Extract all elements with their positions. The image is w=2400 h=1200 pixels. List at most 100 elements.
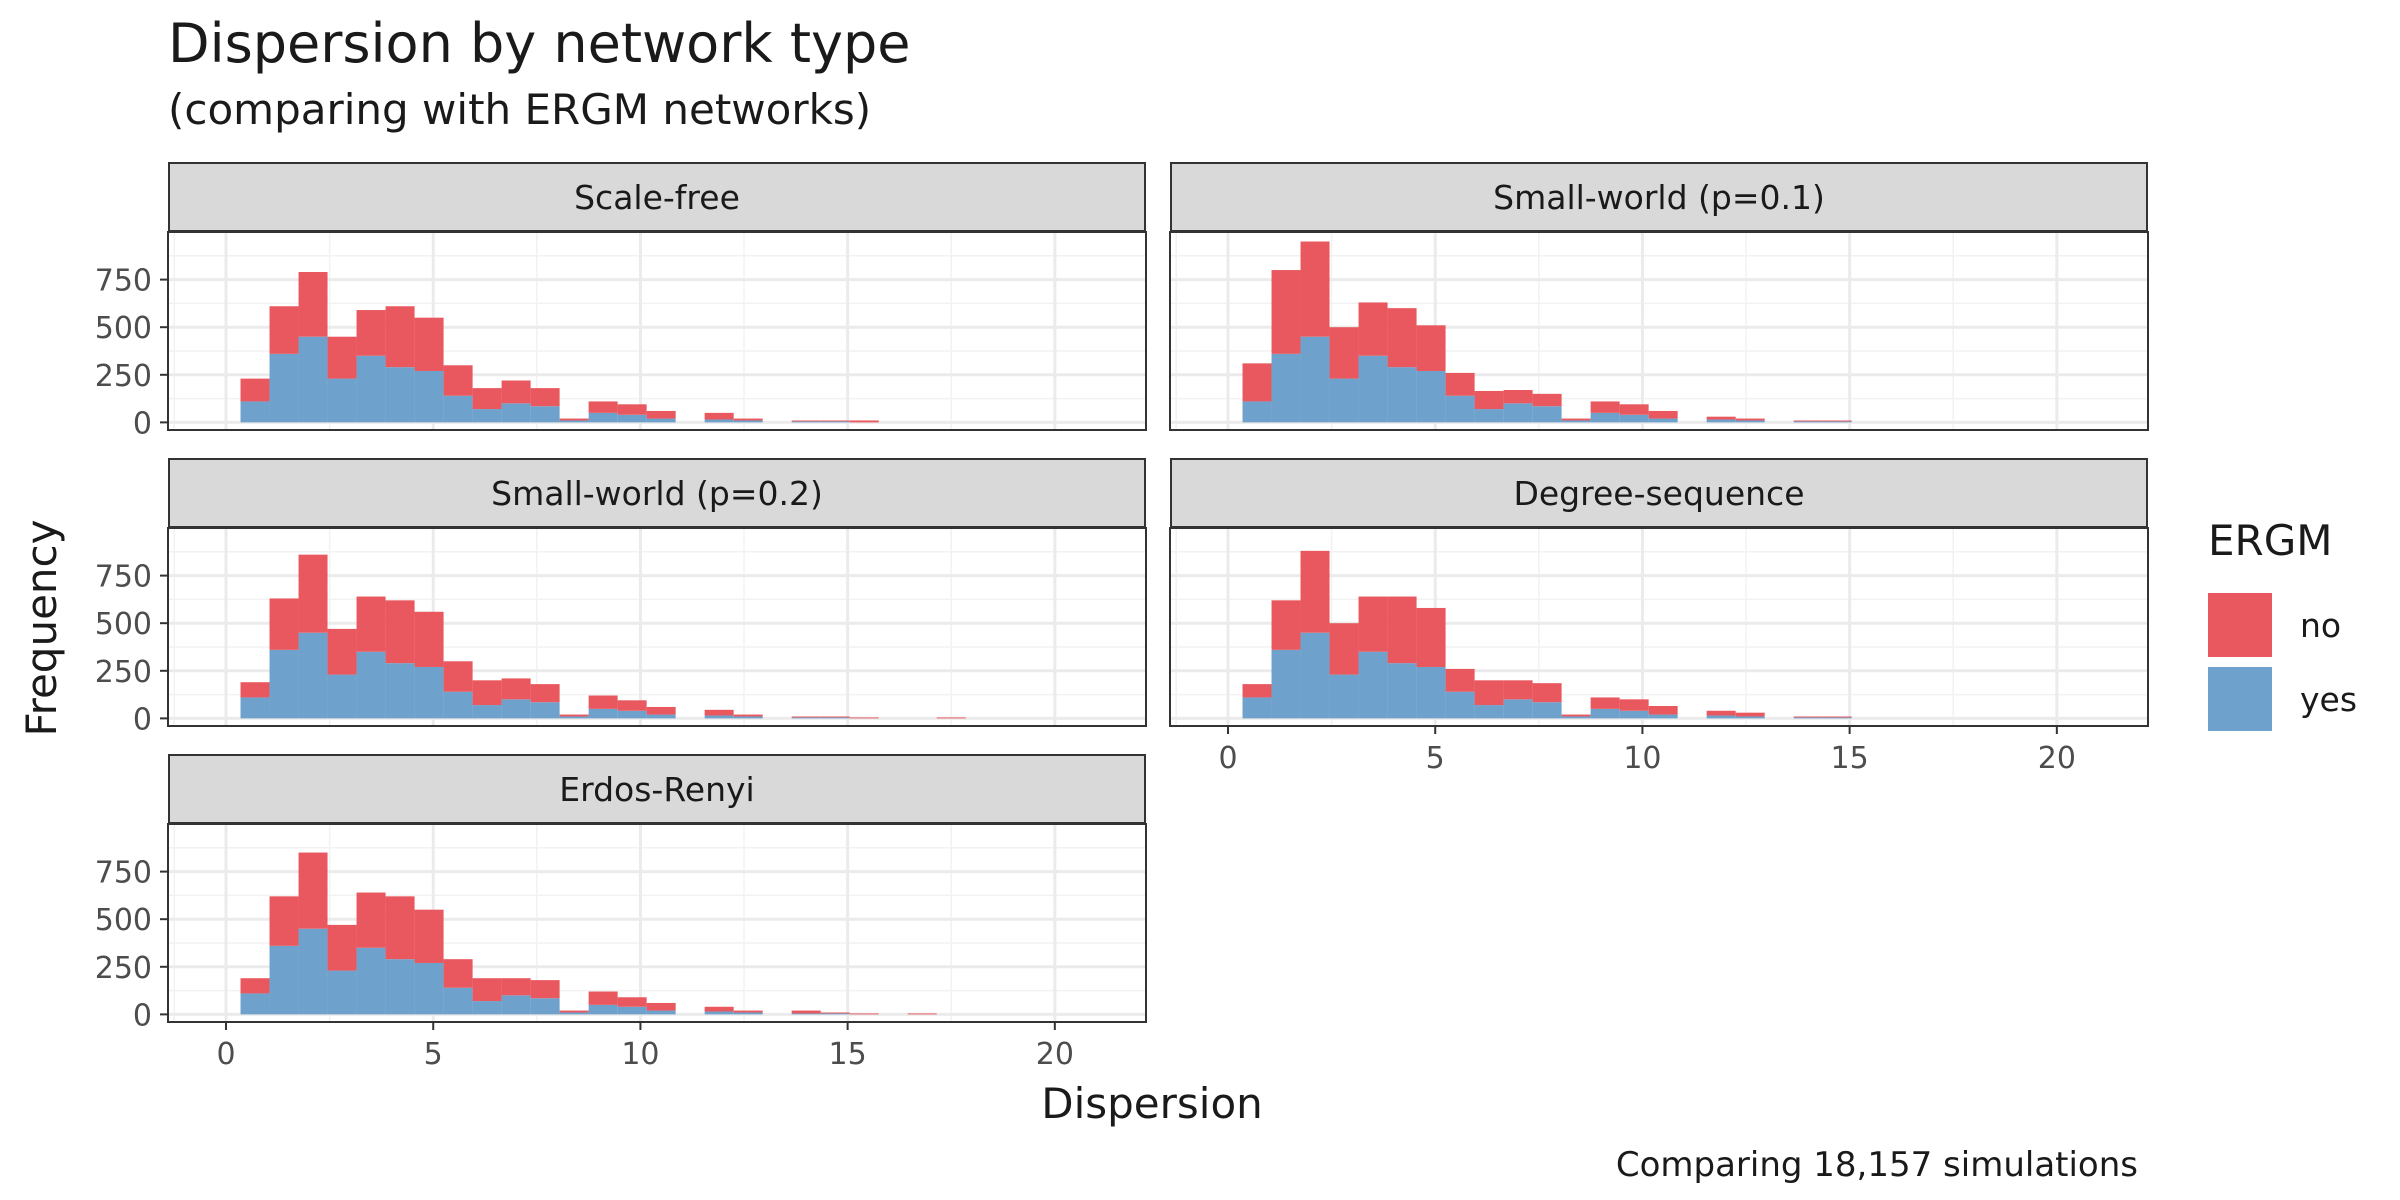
bar-yes	[1474, 705, 1504, 719]
legend-label-no: no	[2300, 605, 2342, 645]
bar-no	[414, 317, 444, 371]
bar-yes	[1706, 419, 1736, 423]
bar-no	[559, 418, 589, 421]
bar-no	[849, 420, 879, 423]
bar-yes	[1619, 710, 1649, 719]
bar-no	[1532, 683, 1562, 703]
chart-title: Dispersion by network type	[168, 12, 911, 75]
bar-yes	[1561, 716, 1591, 719]
bar-no	[791, 716, 821, 718]
bar-yes	[559, 716, 589, 719]
bar-no	[1242, 684, 1272, 698]
facet-strip-label: Small-world (p=0.2)	[168, 458, 1146, 528]
facet-panel-small-world-p-0-2: Small-world (p=0.2) 0 250 500 750	[38, 458, 1147, 796]
bar-yes	[501, 995, 531, 1015]
bar-yes	[704, 715, 734, 719]
bar-yes	[1648, 714, 1678, 719]
facet-plot: 0 250 500 750	[95, 527, 1147, 737]
bar-no	[1445, 372, 1475, 396]
bar-yes	[1387, 367, 1417, 423]
bar-yes	[646, 418, 676, 423]
bar-no	[733, 714, 763, 717]
chart-caption: Comparing 18,157 simulations	[1615, 1145, 2138, 1185]
bar-no	[1329, 327, 1359, 379]
bar-no	[617, 404, 647, 415]
bar-yes	[443, 395, 473, 423]
bar-no	[936, 717, 966, 719]
bar-yes	[617, 1006, 647, 1015]
bar-no	[617, 997, 647, 1007]
bar-no	[1271, 270, 1301, 354]
bar-yes	[1474, 409, 1504, 423]
bar-no	[704, 412, 734, 420]
y-tick-label: 250	[95, 359, 152, 394]
bar-yes	[356, 651, 386, 719]
bar-yes	[240, 697, 270, 719]
bar-yes	[385, 959, 415, 1015]
bar-yes	[385, 663, 415, 719]
bar-no	[791, 1010, 821, 1014]
bar-no	[472, 388, 502, 410]
bar-yes	[530, 406, 560, 423]
bar-no	[820, 420, 850, 422]
bar-no	[1706, 710, 1736, 716]
bar-no	[791, 420, 821, 422]
panel-border	[1169, 527, 2149, 727]
bar-yes	[588, 708, 618, 719]
bar-no	[1822, 420, 1852, 422]
legend: ERGM no yes	[2208, 516, 2357, 740]
bar-yes	[1735, 716, 1765, 719]
bar-no	[849, 1013, 879, 1015]
bar-no	[1590, 401, 1620, 413]
bar-no	[530, 980, 560, 999]
y-tick-label: 750	[95, 264, 152, 299]
bar-yes	[240, 401, 270, 423]
bar-no	[704, 1006, 734, 1012]
bar-no	[385, 896, 415, 960]
bar-yes	[1387, 663, 1417, 719]
bar-yes	[472, 705, 502, 719]
bar-no	[530, 388, 560, 407]
bar-no	[1271, 600, 1301, 650]
bar-no	[240, 682, 270, 698]
bar-yes	[356, 947, 386, 1015]
x-tick-label: 15	[829, 1037, 867, 1072]
bar-yes	[1532, 702, 1562, 719]
bar-yes	[472, 1001, 502, 1015]
bar-yes	[588, 412, 618, 423]
bar-yes	[1358, 651, 1388, 719]
y-tick-label: 500	[95, 607, 152, 642]
bar-yes	[820, 1013, 850, 1015]
bar-yes	[356, 355, 386, 423]
bar-no	[588, 401, 618, 413]
bar-no	[1648, 410, 1678, 419]
bar-yes	[820, 421, 850, 423]
bar-yes	[472, 409, 502, 423]
bar-no	[472, 680, 502, 706]
bar-yes	[1561, 420, 1591, 423]
bar-no	[501, 978, 531, 996]
bar-yes	[1735, 420, 1765, 423]
bar-yes	[704, 419, 734, 423]
bar-yes	[1706, 715, 1736, 719]
bar-no	[559, 1010, 589, 1013]
legend-item-no: no	[2208, 592, 2357, 658]
bar-yes	[1503, 699, 1533, 719]
bar-no	[820, 716, 850, 718]
bar-no	[1416, 325, 1446, 371]
bar-no	[327, 924, 357, 971]
bar-yes	[530, 998, 560, 1015]
bar-yes	[733, 420, 763, 423]
bar-yes	[298, 928, 328, 1015]
bar-no	[1561, 418, 1591, 421]
bar-no	[269, 896, 299, 946]
bar-yes	[530, 702, 560, 719]
bar-no	[356, 596, 386, 652]
bar-yes	[1358, 355, 1388, 423]
bar-yes	[733, 716, 763, 719]
legend-label-yes: yes	[2300, 679, 2358, 719]
bar-yes	[298, 632, 328, 719]
bar-no	[1300, 241, 1330, 337]
y-tick-label: 0	[133, 998, 152, 1033]
x-tick-label: 0	[1218, 741, 1237, 776]
